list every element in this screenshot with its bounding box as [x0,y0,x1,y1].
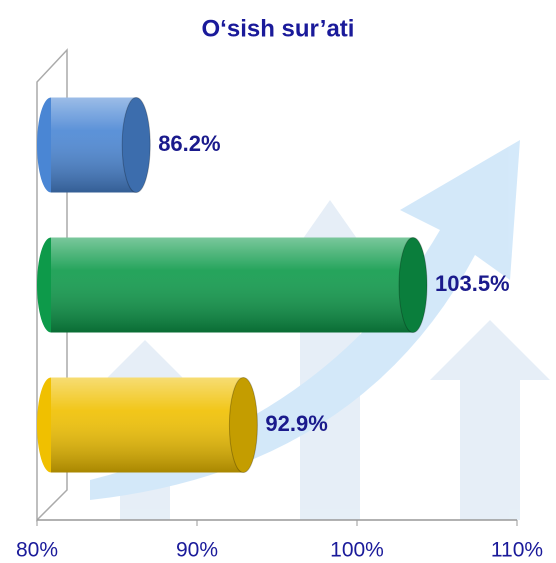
bar-cap-shade [122,98,150,193]
x-tick-label: 90% [176,539,218,562]
bar-shade [51,378,243,473]
chart: O‘sish sur’ati 80% 90% 100% 110% 86.2% 103.5%… [0,0,556,563]
value-label: 92.9% [265,411,327,436]
bar-shade [51,238,413,333]
x-tick-label: 110% [491,539,543,562]
value-label: 86.2% [158,131,220,156]
x-tick-label: 100% [330,539,384,562]
value-label: 103.5% [435,271,510,296]
bar-cap-shade [399,238,427,333]
chart-title: O‘sish sur’ati [202,15,355,42]
x-tick-label: 80% [16,539,58,562]
bar-cap-shade [229,378,257,473]
